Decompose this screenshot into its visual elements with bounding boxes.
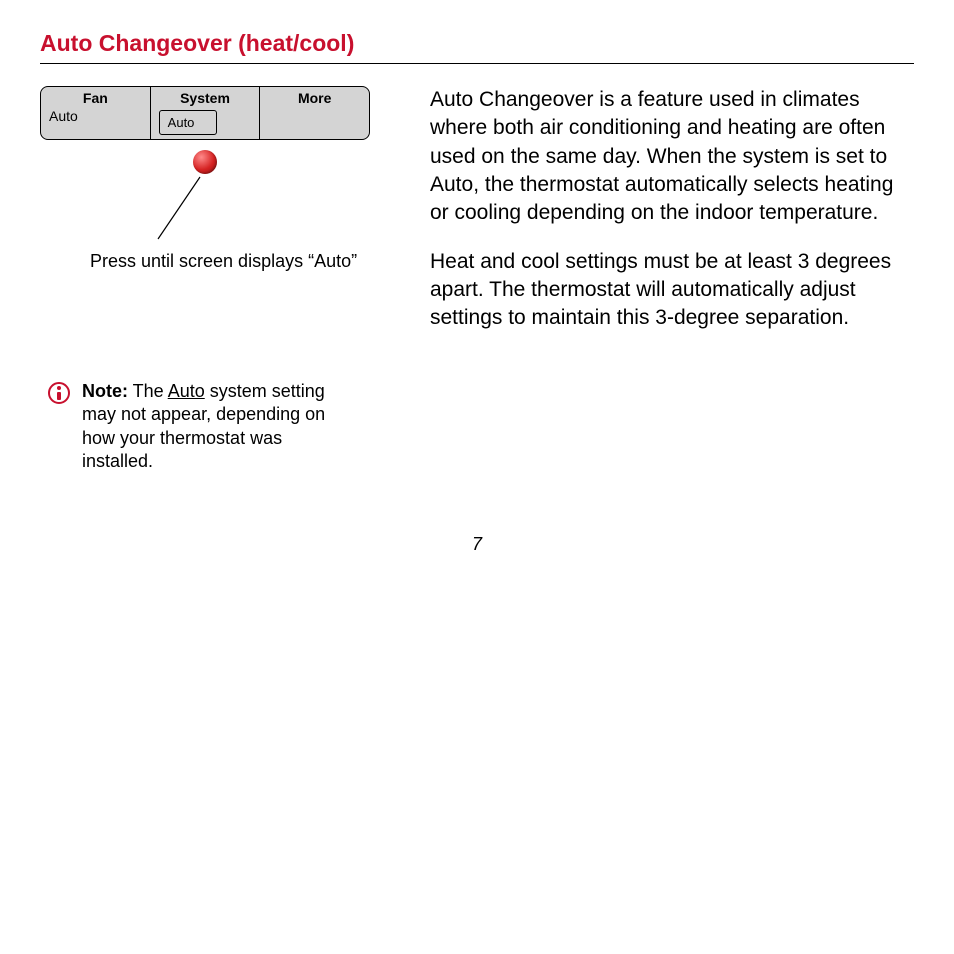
note-label: Note: bbox=[82, 381, 128, 401]
note-underlined: Auto bbox=[168, 381, 205, 401]
fan-cell: Fan Auto bbox=[41, 87, 151, 139]
page-number: 7 bbox=[40, 534, 914, 555]
system-value-box: Auto bbox=[159, 110, 217, 135]
more-header: More bbox=[268, 90, 361, 106]
system-header: System bbox=[159, 90, 252, 106]
more-cell: More bbox=[260, 87, 369, 139]
indicator-dot-icon bbox=[193, 150, 217, 174]
thermostat-display: Fan Auto System Auto More bbox=[40, 86, 370, 140]
pointer-diagram: Press until screen displays “Auto” bbox=[40, 140, 390, 340]
content-area: Fan Auto System Auto More Press until sc… bbox=[40, 86, 914, 474]
info-icon bbox=[48, 382, 70, 404]
note-before: The bbox=[128, 381, 168, 401]
page-title: Auto Changeover (heat/cool) bbox=[40, 30, 914, 64]
body-text: Auto Changeover is a feature used in cli… bbox=[430, 86, 914, 474]
left-column: Fan Auto System Auto More Press until sc… bbox=[40, 86, 390, 474]
system-cell: System Auto bbox=[151, 87, 261, 139]
note-box: Note: The Auto system setting may not ap… bbox=[40, 380, 390, 474]
fan-header: Fan bbox=[49, 90, 142, 106]
paragraph-1: Auto Changeover is a feature used in cli… bbox=[430, 86, 914, 228]
note-text: Note: The Auto system setting may not ap… bbox=[82, 380, 352, 474]
display-row: Fan Auto System Auto More bbox=[41, 87, 369, 139]
paragraph-2: Heat and cool settings must be at least … bbox=[430, 248, 914, 333]
diagram-caption: Press until screen displays “Auto” bbox=[90, 250, 357, 273]
pointer-line-icon bbox=[150, 173, 210, 243]
fan-value: Auto bbox=[49, 108, 142, 124]
